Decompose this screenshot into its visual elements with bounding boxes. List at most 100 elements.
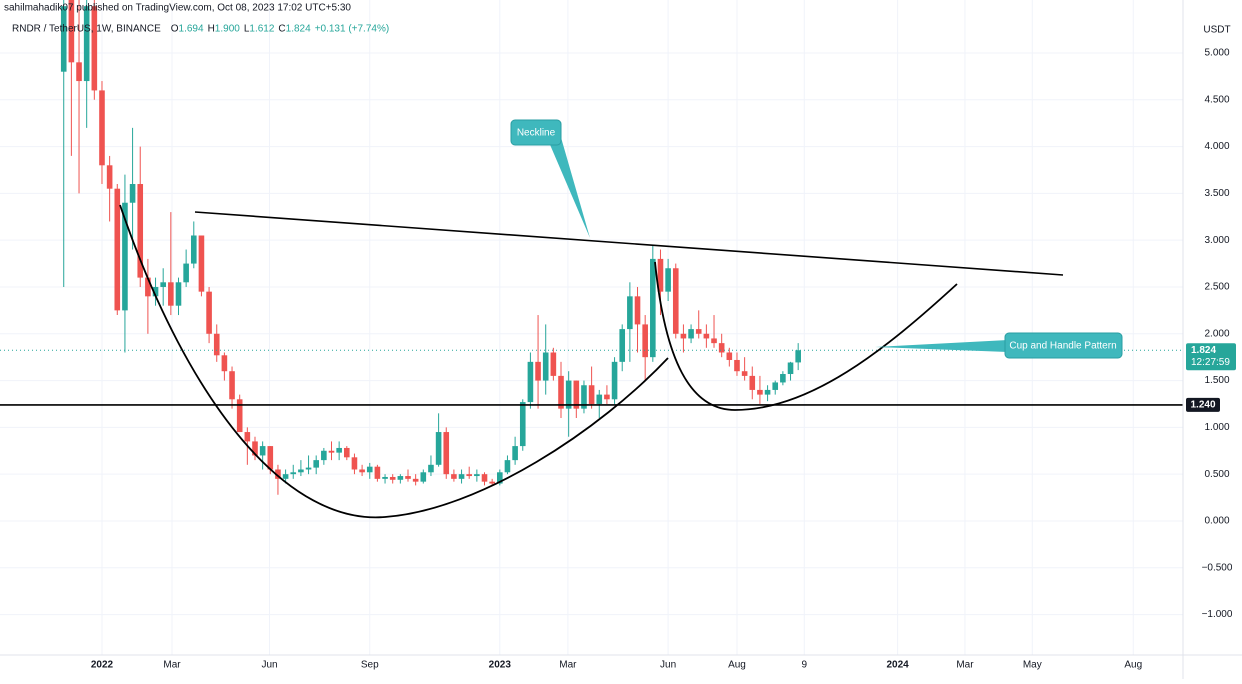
x-tick-label: Mar xyxy=(163,660,181,671)
candle-body xyxy=(466,474,473,477)
x-tick-label: Sep xyxy=(361,660,379,671)
candle-body xyxy=(451,474,457,479)
y-tick-label: 4.000 xyxy=(1204,141,1229,152)
candle-body xyxy=(703,333,710,339)
candle-body xyxy=(405,476,411,479)
candle-body xyxy=(780,374,786,383)
candle-body xyxy=(611,361,618,400)
candle-body xyxy=(114,188,121,311)
candle-body xyxy=(596,394,603,404)
y-tick-label: 5.000 xyxy=(1204,48,1229,59)
y-tick-label: 1.000 xyxy=(1204,422,1229,433)
y-tick-label: 2.500 xyxy=(1204,282,1229,293)
plot-area xyxy=(0,0,1183,495)
candle-body xyxy=(313,460,319,468)
countdown: 12:27:59 xyxy=(1191,357,1230,368)
candle-body xyxy=(259,446,266,456)
candle-body xyxy=(665,268,671,292)
candle-body xyxy=(137,184,144,278)
candle-body xyxy=(198,235,205,292)
candle-body xyxy=(657,258,664,292)
x-tick-label: 2024 xyxy=(887,660,910,671)
symbol: RNDR / TetherUS, 1W, BINANCE xyxy=(12,24,161,35)
candle-body xyxy=(634,296,641,325)
x-tick-label: Jun xyxy=(660,660,676,671)
candle-body xyxy=(672,268,679,334)
x-tick-label: 9 xyxy=(802,660,808,671)
x-tick-label: Mar xyxy=(956,660,974,671)
candle-body xyxy=(382,476,388,479)
candle-body xyxy=(206,291,212,334)
legend: RNDR / TetherUS, 1W, BINANCE O 1.694 H 1.90… xyxy=(12,24,389,35)
caption: sahilmahadik07 published on TradingView.… xyxy=(4,3,351,14)
x-tick-label: May xyxy=(1023,660,1042,671)
last-price-box xyxy=(1186,343,1236,371)
candle-body xyxy=(374,466,381,479)
candle-body xyxy=(321,450,327,461)
candle-body xyxy=(168,282,174,306)
hline-label-box xyxy=(1186,397,1220,412)
y-tick-label: 3.000 xyxy=(1204,235,1229,246)
candle-body xyxy=(282,474,289,479)
candle-body xyxy=(129,184,136,203)
candle-body xyxy=(221,355,228,372)
candle-body xyxy=(99,90,105,166)
candle-body xyxy=(558,375,564,409)
candle-body xyxy=(305,467,312,470)
candle-body xyxy=(619,329,626,362)
candle-body xyxy=(343,447,350,458)
candle-body xyxy=(787,362,794,375)
legend-change: +0.131 (+7.74%) xyxy=(315,24,390,35)
candle-body xyxy=(76,62,82,82)
y-tick-label: 0.000 xyxy=(1204,516,1229,527)
candle-body xyxy=(650,258,656,358)
candle-body xyxy=(535,361,541,381)
y-tick-label: 1.500 xyxy=(1204,375,1229,386)
candle-body xyxy=(267,446,274,470)
candle-body xyxy=(213,333,220,356)
candle-body xyxy=(83,6,90,82)
candle-body xyxy=(757,389,763,395)
candle-body xyxy=(497,472,503,484)
candle-body xyxy=(252,441,258,456)
candle-body xyxy=(604,394,610,400)
hline-label: 1.240 xyxy=(1190,400,1215,411)
candle-body xyxy=(512,446,518,461)
candle-body xyxy=(106,165,113,189)
candle-body xyxy=(420,472,427,482)
candle-body xyxy=(642,324,648,358)
candle-body xyxy=(428,464,434,473)
candle-body xyxy=(527,361,534,403)
x-tick-label: Aug xyxy=(728,660,746,671)
candle-body xyxy=(336,447,342,453)
candle-body xyxy=(695,329,702,334)
candle-body xyxy=(328,450,335,453)
candle-body xyxy=(443,432,450,475)
legend-key: C xyxy=(278,24,285,35)
candle-body xyxy=(550,352,557,376)
candle-body xyxy=(435,432,442,465)
candle-body xyxy=(504,460,511,473)
grid xyxy=(0,0,1183,655)
candle-body xyxy=(734,359,740,372)
candle-body xyxy=(275,469,281,479)
candle-body xyxy=(489,481,495,484)
candle-body xyxy=(458,474,465,479)
candle-body xyxy=(122,202,128,311)
candle-body xyxy=(573,380,580,409)
y-tick-label: 3.500 xyxy=(1204,188,1229,199)
candle-body xyxy=(160,282,166,287)
candle-body xyxy=(152,286,159,297)
candle-body xyxy=(351,457,358,470)
last-price-label: 1.824 xyxy=(1191,345,1216,356)
candle-body xyxy=(711,338,717,344)
callout-box xyxy=(1004,332,1123,359)
candle-body xyxy=(749,375,756,390)
candle-body xyxy=(680,333,687,339)
y-tick-label: 4.500 xyxy=(1204,94,1229,105)
x-tick-label: Jun xyxy=(261,660,277,671)
x-tick-label: Aug xyxy=(1124,660,1142,671)
y-tick-label: −1.000 xyxy=(1202,609,1233,620)
candle-body xyxy=(795,350,801,363)
y-tick-label: −0.500 xyxy=(1202,562,1233,573)
